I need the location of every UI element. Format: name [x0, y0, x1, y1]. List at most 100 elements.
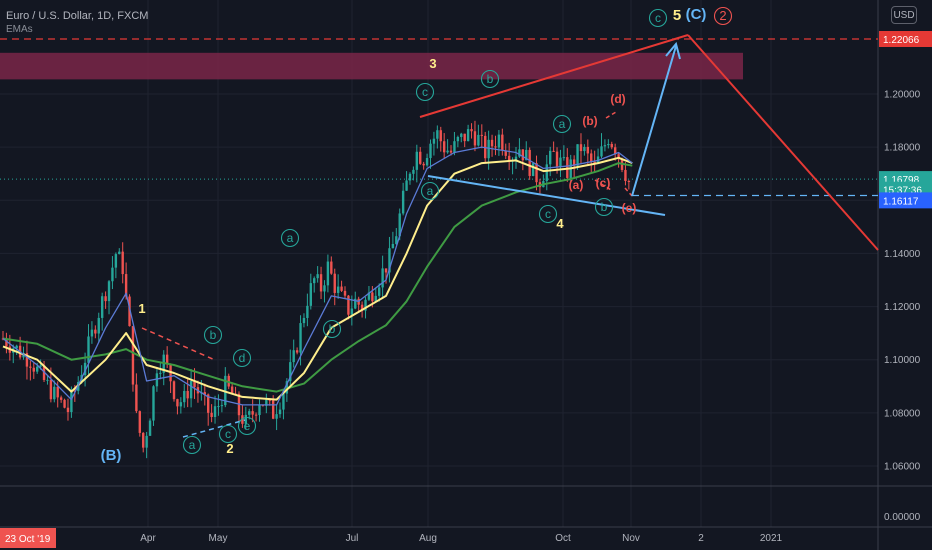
candle-body — [210, 412, 213, 418]
candle-body — [49, 379, 53, 400]
resistance-zone — [0, 52, 743, 80]
candle-body — [265, 399, 268, 406]
candle-body — [603, 145, 607, 147]
candle-body — [340, 286, 343, 291]
price-tick-label: 1.08000 — [884, 408, 921, 419]
candle-body — [306, 305, 309, 318]
wave-label-11: c — [415, 82, 435, 102]
candle-body — [32, 367, 35, 372]
wave-label-1: 1 — [138, 301, 145, 316]
candle-body — [525, 149, 528, 161]
candle-body — [159, 372, 162, 374]
c-dash — [594, 179, 612, 191]
wave-label-25: (C) — [686, 6, 707, 23]
candle-body — [501, 134, 504, 151]
candle-body — [408, 173, 412, 181]
candle-body — [586, 146, 590, 154]
candle-body — [124, 274, 128, 297]
candle-body — [94, 329, 97, 334]
candle-body — [316, 274, 319, 279]
symbol-header: Euro / U.S. Dollar, 1D, FXCM — [6, 10, 149, 22]
price-tag-label: 15:37:36 — [883, 186, 922, 197]
wave-label-text: 3 — [429, 56, 436, 71]
candle-body — [333, 273, 336, 293]
candle-body — [213, 406, 217, 418]
wave1-dashed-line — [141, 327, 216, 361]
wave-label-18: (d) — [610, 92, 625, 106]
candle-body — [600, 146, 603, 157]
cursor-date-label: 23 Oct '19 — [5, 534, 51, 545]
candle-body — [446, 150, 449, 153]
wave-label-circle — [415, 82, 435, 102]
candle-body — [299, 323, 302, 353]
wave-label-text: (c) — [596, 176, 611, 190]
candle-body — [405, 180, 408, 191]
candle-body — [419, 151, 422, 164]
wave-label-text: b — [601, 200, 608, 214]
candle-body — [172, 381, 176, 400]
candle-body — [436, 130, 439, 139]
candle-body — [378, 287, 381, 296]
candle-body — [36, 366, 39, 372]
wave-label-text: b — [210, 328, 217, 342]
candle-body — [545, 164, 548, 182]
wave-label-text: c — [655, 11, 661, 25]
wave-label-circle — [538, 204, 558, 224]
candle-body — [473, 131, 477, 146]
candle-body — [70, 390, 73, 413]
candle-body — [289, 362, 292, 382]
wave-label-0: (B) — [101, 447, 122, 464]
candle-body — [104, 296, 107, 302]
ema-slow-line — [2, 162, 633, 393]
wave-label-text: 4 — [556, 216, 564, 231]
candle-body — [487, 139, 490, 159]
candle-body — [295, 350, 299, 353]
wave-label-circle — [594, 197, 614, 217]
wave-label-3: b — [203, 325, 223, 345]
time-tick-label: 2 — [698, 533, 704, 544]
candle-body — [87, 336, 90, 363]
indicator-label[interactable]: EMAs — [6, 24, 33, 35]
candle-body — [183, 390, 186, 403]
wave-label-12: b — [480, 69, 500, 89]
candle-body — [53, 386, 56, 400]
candle-body — [401, 190, 405, 214]
wave-label-text: (d) — [610, 92, 625, 106]
candle-body — [549, 150, 552, 165]
price-tag-label: 1.16117 — [883, 196, 919, 207]
candle-body — [97, 317, 100, 334]
price-tag-bg — [879, 30, 932, 47]
projection-arrow-line — [631, 45, 677, 197]
wave-label-text: (C) — [686, 6, 707, 23]
lower-trendline — [427, 175, 666, 216]
candle-body — [579, 144, 583, 152]
wave-label-text: (a) — [569, 178, 584, 192]
candle-body — [463, 133, 466, 142]
wave-label-circle — [713, 6, 733, 26]
candle-body — [118, 251, 121, 255]
wave-label-24: 5 — [673, 7, 681, 24]
wave-label-7: 2 — [226, 441, 233, 456]
candle-body — [460, 133, 463, 137]
candle-body — [83, 362, 87, 376]
candle-body — [138, 411, 141, 433]
wave-label-text: 2 — [226, 441, 233, 456]
time-tick-label: Aug — [419, 533, 437, 544]
candle-body — [514, 156, 518, 161]
candle-body — [470, 129, 473, 132]
price-tick-label: 1.06000 — [884, 462, 921, 473]
candle-body — [46, 379, 49, 381]
wave-label-19: (b) — [582, 114, 597, 128]
candle-body — [319, 274, 323, 292]
candle-body — [583, 146, 586, 152]
wave-label-15: c — [538, 204, 558, 224]
currency-button[interactable]: USD — [891, 6, 917, 24]
candle-body — [111, 267, 114, 282]
candle-body — [590, 153, 593, 162]
time-tick-label: Apr — [140, 533, 156, 544]
candle-body — [241, 415, 244, 424]
candle-body — [391, 243, 395, 249]
